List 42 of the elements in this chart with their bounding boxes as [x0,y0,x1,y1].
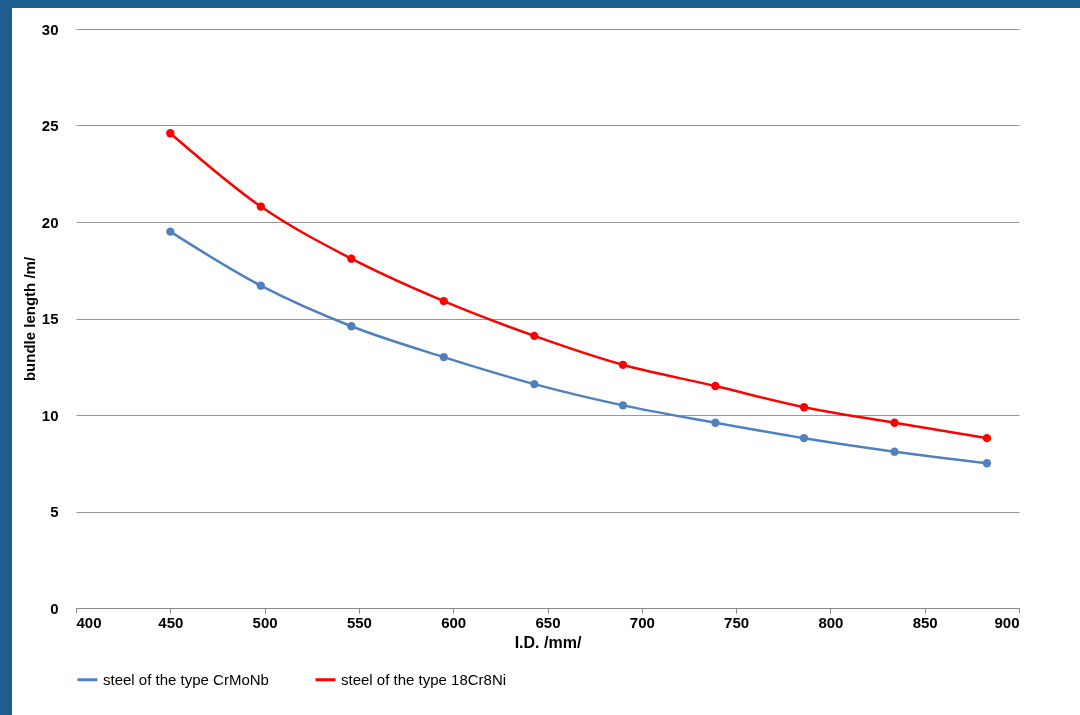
x-tick-label: 850 [912,613,938,631]
y-tick-label: 10 [41,406,59,424]
point [799,403,809,412]
y-tick-label: 0 [50,599,59,617]
point [618,401,628,410]
x-tick-label: 600 [441,613,467,631]
x-axis-title: I.D. /mm/ [514,633,582,651]
x-tick-label: 400 [76,613,102,631]
legend-label: steel of the type CrMoNb [103,670,269,688]
y-tick-label: 5 [50,503,59,520]
point [439,352,448,362]
point [256,202,266,211]
x-tick-label: 700 [629,613,655,631]
point [347,254,356,263]
point [256,281,266,290]
point [711,381,720,391]
x-tick-label: 800 [818,613,844,631]
x-tick-label: 900 [994,613,1020,631]
point [530,379,539,389]
y-axis-title: bundle length /m/ [20,256,38,382]
y-tick-label: 15 [41,310,59,327]
y-tick-label: 20 [41,213,59,231]
y-tick-label: 30 [41,20,59,38]
point [530,331,539,341]
x-tick-label: 650 [535,613,561,631]
x-tick-label: 550 [346,613,372,631]
point [982,459,992,468]
point [711,418,720,427]
point [890,447,899,456]
legend-label: steel of the type 18Cr8Ni [341,670,507,688]
point [890,418,899,427]
x-tick-label: 500 [252,613,278,631]
x-tick-label: 750 [724,613,750,631]
point [347,322,356,331]
point [166,129,175,138]
y-tick-label: 25 [41,117,59,134]
point [166,227,175,236]
x-tick-label: 450 [158,613,184,631]
point [982,433,992,443]
point [799,433,809,443]
point [439,296,448,306]
point [618,360,628,369]
